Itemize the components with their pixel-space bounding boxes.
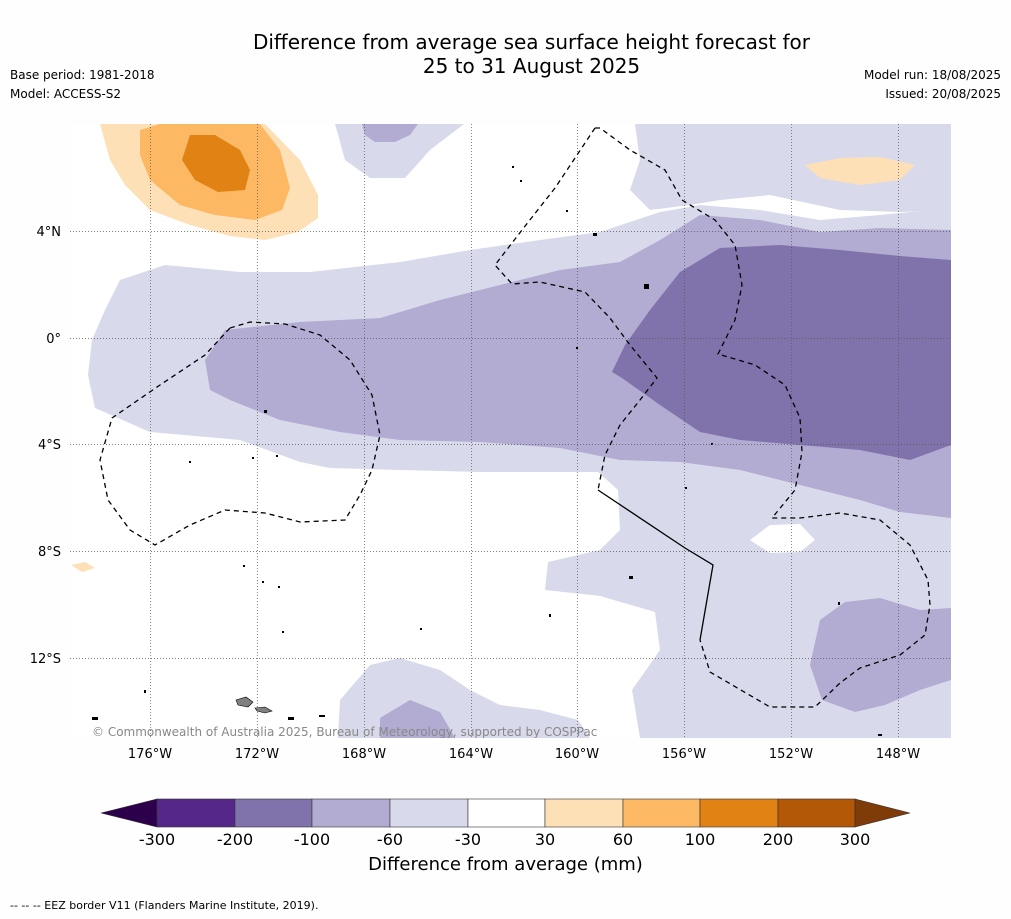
longitude-axis: 176°W 172°W 168°W 164°W 160°W 156°W 152°… — [128, 747, 920, 762]
lat-tick-label: 4°N — [37, 225, 62, 240]
base-period-text: Base period: 1981-2018 — [10, 68, 155, 82]
colorbar-tick-label: 60 — [613, 830, 633, 849]
issued-text: Issued: 20/08/2025 — [885, 87, 1001, 101]
colorbar — [100, 798, 911, 828]
lon-tick-label: 152°W — [769, 747, 813, 762]
colorbar-swatch — [622, 798, 701, 828]
colorbar-tick-label: -200 — [217, 830, 253, 849]
run-info-right: Model run: 18/08/2025 Issued: 20/08/2025 — [864, 66, 1001, 104]
colorbar-extend-high — [854, 798, 911, 828]
eez-footnote: -- -- -- EEZ border V11 (Flanders Marine… — [10, 899, 319, 912]
lon-tick-label: 168°W — [342, 747, 386, 762]
colorbar-tick-label: -300 — [139, 830, 175, 849]
map-title: Difference from average sea surface heig… — [0, 30, 1011, 78]
contour-pos-100-200 — [182, 135, 250, 192]
colorbar-swatch — [544, 798, 624, 828]
model-text: Model: ACCESS-S2 — [10, 87, 122, 101]
lon-tick-label: 176°W — [128, 747, 172, 762]
colorbar-extend-low — [100, 798, 158, 828]
lon-tick-label: 164°W — [449, 747, 493, 762]
colorbar-swatch — [777, 798, 856, 828]
map-gridlines — [70, 124, 951, 738]
lon-tick-label: 148°W — [876, 747, 920, 762]
colorbar-tick-label: 200 — [763, 830, 794, 849]
lon-tick-label: 156°W — [662, 747, 706, 762]
lat-tick-label: 12°S — [30, 652, 61, 667]
contour-neg-100-200 — [612, 245, 951, 460]
run-info-left: Base period: 1981-2018 Model: ACCESS-S2 — [10, 66, 155, 104]
colorbar-tick-label: 100 — [685, 830, 716, 849]
map-plot-area: © Commonwealth of Australia 2025, Bureau… — [70, 124, 951, 739]
lat-tick-label: 4°S — [38, 438, 61, 453]
colorbar-swatch — [467, 798, 546, 828]
colorbar-swatch — [156, 798, 236, 828]
colorbar-tick-label: 30 — [535, 830, 555, 849]
colorbar-tick-label: -100 — [294, 830, 330, 849]
colorbar-swatch — [234, 798, 313, 828]
latitude-axis: 4°N 0° 4°S 8°S 12°S — [30, 225, 61, 667]
colorbar-tick-label: 300 — [840, 830, 871, 849]
eez-borders — [99, 127, 931, 708]
colorbar-title: Difference from average (mm) — [368, 854, 643, 875]
lon-tick-label: 160°W — [555, 747, 599, 762]
lon-tick-label: 172°W — [235, 747, 279, 762]
contour-neutral-patch — [750, 524, 815, 553]
model-run-text: Model run: 18/08/2025 — [863, 68, 1001, 82]
title-line-1: Difference from average sea surface heig… — [252, 30, 811, 54]
colorbar-swatch — [699, 798, 779, 828]
colorbar-swatch — [389, 798, 469, 828]
colorbar-swatch — [311, 798, 391, 828]
copyright-notice: © Commonwealth of Australia 2025, Bureau… — [92, 725, 597, 739]
island-landmasses — [92, 166, 882, 736]
lat-tick-label: 8°S — [38, 545, 61, 560]
colorbar-tick-label: -30 — [455, 830, 481, 849]
colorbar-tick-label: -60 — [377, 830, 403, 849]
title-line-2: 25 to 31 August 2025 — [422, 54, 641, 78]
colorbar-ticks: -300 -200 -100 -60 -30 30 60 100 200 300 — [139, 830, 870, 849]
lat-tick-label: 0° — [46, 332, 61, 347]
